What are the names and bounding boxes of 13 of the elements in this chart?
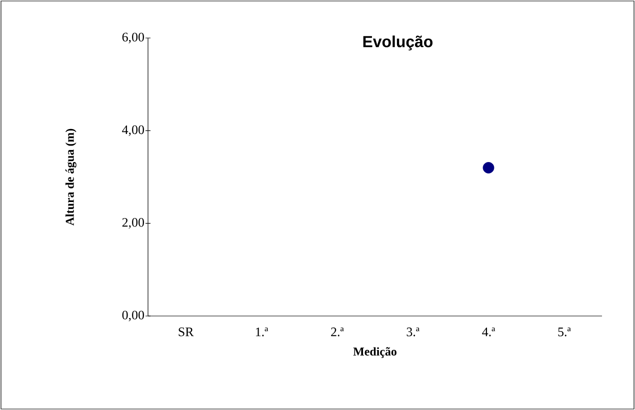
x-tick-label: 1.ª [256,328,268,336]
x-tick-label: 3.ª [406,328,420,336]
y-tick-label: 2,00 [122,218,144,229]
x-tick-label: SR [178,328,194,336]
chart-title: Evolução [363,36,433,50]
x-tick-label: 2.ª [331,328,344,336]
y-axis-title: Altura de água (m) [65,128,76,226]
y-tick-label: 0,00 [122,310,144,322]
x-axis-title: Medição [353,347,396,358]
x-tick-label: 4.ª [482,328,496,336]
y-tick-label: 4,00 [122,125,144,136]
x-tick-label: 5.ª [558,328,571,336]
y-tick-label: 6,00 [122,32,144,44]
